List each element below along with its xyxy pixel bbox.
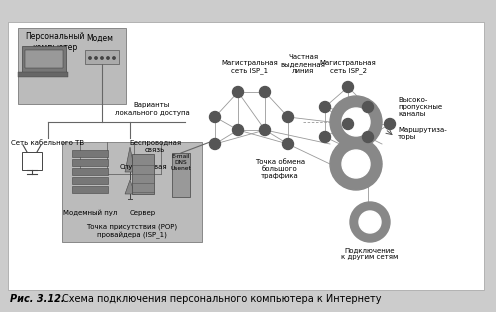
Circle shape (113, 57, 115, 59)
Circle shape (350, 202, 390, 242)
Circle shape (283, 139, 294, 149)
Text: Схема подключения персонального компьютера к Интернету: Схема подключения персонального компьюте… (62, 294, 381, 304)
Circle shape (343, 119, 354, 129)
Bar (72, 177, 108, 184)
Text: Беспроводная
связь: Беспроводная связь (129, 140, 181, 154)
Circle shape (363, 131, 373, 143)
Bar (18, 72, 68, 77)
Bar (85, 50, 119, 64)
Circle shape (95, 57, 97, 59)
Bar (172, 153, 190, 197)
Bar (62, 142, 202, 242)
Bar (72, 150, 108, 157)
Bar (8, 22, 484, 290)
Text: Подключение
к другим сетям: Подключение к другим сетям (341, 247, 399, 260)
Circle shape (342, 150, 370, 178)
Circle shape (233, 124, 244, 135)
Bar (22, 46, 66, 74)
Circle shape (330, 96, 382, 148)
Text: Магистральная
сеть ISP_2: Магистральная сеть ISP_2 (319, 60, 376, 74)
Bar (72, 159, 108, 166)
Text: Точка обмена
большого
траффика: Точка обмена большого траффика (255, 159, 305, 179)
Circle shape (330, 138, 382, 190)
Circle shape (101, 57, 103, 59)
Bar (18, 28, 126, 104)
Polygon shape (125, 147, 135, 172)
Bar (25, 50, 63, 68)
Circle shape (209, 139, 221, 149)
Circle shape (363, 101, 373, 113)
Text: Сервер: Сервер (130, 210, 156, 216)
Bar (72, 186, 108, 193)
Text: Сеть кабельного ТВ: Сеть кабельного ТВ (11, 140, 84, 146)
Circle shape (342, 108, 370, 136)
Text: Модемный пул: Модемный пул (63, 210, 117, 217)
Circle shape (384, 119, 395, 129)
Circle shape (259, 124, 270, 135)
Circle shape (209, 111, 221, 123)
Bar (72, 168, 108, 175)
Text: Магистральная
сеть ISP_1: Магистральная сеть ISP_1 (222, 60, 278, 74)
Polygon shape (125, 180, 135, 194)
Text: Персональный
компьютер: Персональный компьютер (25, 32, 85, 52)
Text: Спутниковая
связь: Спутниковая связь (119, 164, 167, 178)
Circle shape (319, 131, 330, 143)
Bar (132, 154, 154, 194)
Text: Маршрутиза-
торы: Маршрутиза- торы (398, 127, 447, 140)
Text: Модем: Модем (86, 34, 114, 43)
Circle shape (283, 111, 294, 123)
Circle shape (259, 86, 270, 97)
Text: Рис. 3.12.: Рис. 3.12. (10, 294, 64, 304)
Text: E-mail
DNS
Usenet: E-mail DNS Usenet (171, 154, 191, 171)
Circle shape (107, 57, 109, 59)
Text: Точка присутствия (POP)
провайдера (ISP_1): Точка присутствия (POP) провайдера (ISP_… (86, 224, 178, 239)
Circle shape (359, 211, 381, 233)
Circle shape (89, 57, 91, 59)
Circle shape (233, 86, 244, 97)
Text: Высоко-
пропускные
каналы: Высоко- пропускные каналы (398, 97, 442, 117)
Text: Частная
выделенная
линия: Частная выделенная линия (281, 54, 325, 74)
Bar (22, 152, 42, 170)
Text: Варианты
локального доступа: Варианты локального доступа (115, 102, 189, 115)
Circle shape (343, 81, 354, 92)
Circle shape (319, 101, 330, 113)
